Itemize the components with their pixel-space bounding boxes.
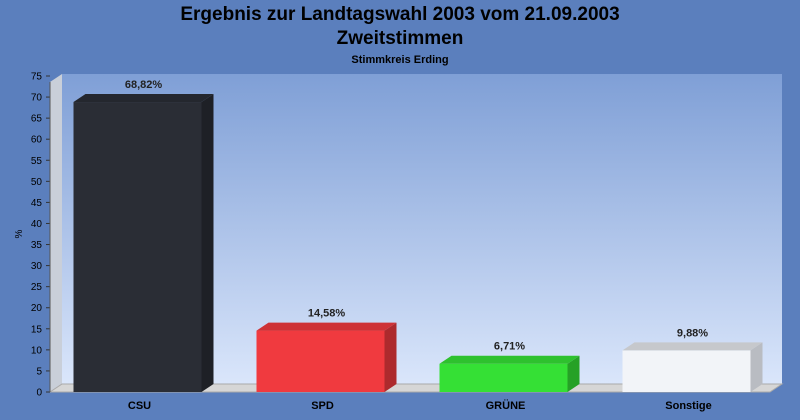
bar-top (439, 355, 580, 364)
data-label: 68,82% (125, 79, 163, 91)
x-tick-label: GRÜNE (486, 399, 526, 412)
y-tick-label: 5 (36, 366, 42, 377)
bar-side (567, 355, 580, 392)
y-tick-label: 45 (31, 198, 43, 209)
y-tick-label: 0 (36, 388, 42, 399)
bar-csu (73, 102, 202, 393)
y-tick-label: 65 (31, 114, 43, 125)
y-axis-label: % (14, 229, 25, 238)
y-tick-label: 25 (31, 282, 43, 293)
bar-grüne (439, 363, 568, 392)
x-tick-label: SPD (311, 400, 334, 412)
y-tick-label: 75 (31, 72, 43, 83)
bar-top (73, 94, 214, 103)
bar-top (256, 322, 397, 331)
y-tick-label: 15 (31, 324, 43, 335)
y-tick-label: 35 (31, 240, 43, 251)
y-tick-label: 60 (31, 135, 43, 146)
bar-top (622, 342, 763, 351)
y-tick-label: 10 (31, 345, 43, 356)
y-tick-label: 50 (31, 177, 43, 188)
chart-title: Ergebnis zur Landtagswahl 2003 vom 21.09… (180, 4, 620, 25)
data-label: 6,71% (494, 341, 525, 353)
bar-side (384, 322, 397, 392)
bar-side (201, 94, 214, 393)
y-tick-label: 70 (31, 93, 43, 104)
y-tick-label: 40 (31, 219, 43, 230)
y-tick-label: 20 (31, 303, 43, 314)
y-tick-label: 30 (31, 261, 43, 272)
bar-sonstige (622, 350, 751, 392)
bar-side (750, 342, 763, 392)
chart-title-line2: Zweitstimmen (336, 28, 464, 49)
y-tick-label: 55 (31, 156, 43, 167)
x-tick-label: CSU (128, 400, 151, 412)
data-label: 9,88% (677, 327, 708, 339)
bar-spd (256, 330, 385, 392)
chart-subtitle: Stimmkreis Erding (351, 54, 449, 66)
plot-side-wall (50, 74, 62, 392)
x-tick-label: Sonstige (665, 400, 711, 412)
data-label: 14,58% (308, 308, 346, 320)
